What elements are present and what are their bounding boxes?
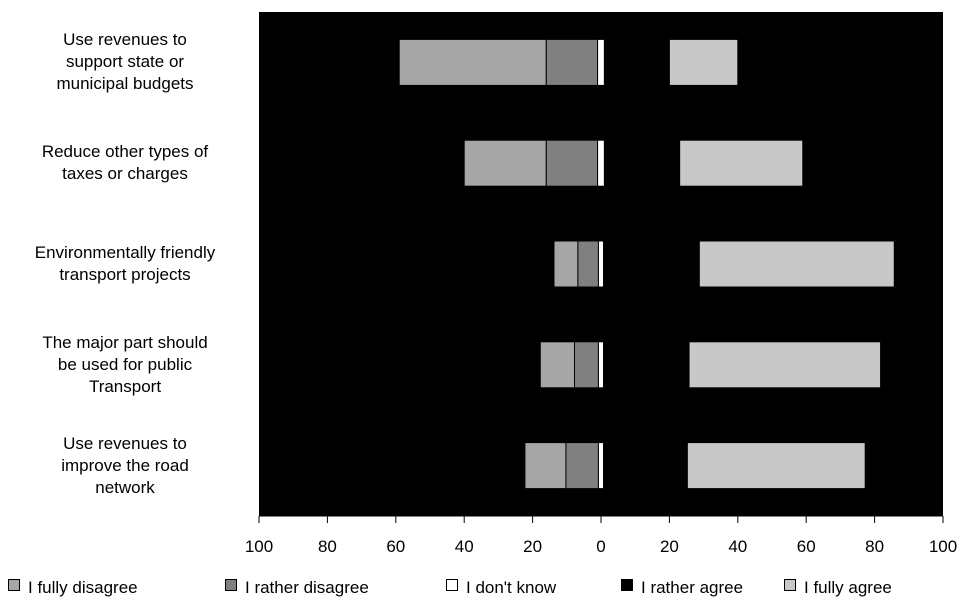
bar-rather-agree <box>603 240 700 288</box>
legend-item: I fully agree <box>784 578 892 598</box>
bar-dont-know <box>597 442 605 490</box>
x-tick-label: 60 <box>797 537 816 556</box>
x-tick-label: 60 <box>386 537 405 556</box>
bar-rather-disagree <box>565 442 599 490</box>
x-tick-label: 80 <box>865 537 884 556</box>
legend-item: I rather agree <box>621 578 743 598</box>
bar-dont-know <box>597 38 605 86</box>
legend-item: I rather disagree <box>225 578 369 598</box>
x-tick-label: 0 <box>596 537 605 556</box>
legend-swatch <box>8 579 20 591</box>
bar-rather-agree <box>603 442 688 490</box>
bar-fully-disagree <box>398 38 547 86</box>
legend: I fully disagree I rather disagree I don't… <box>0 578 967 605</box>
legend-swatch <box>784 579 796 591</box>
category-label: Environmentally friendly transport proje… <box>34 243 216 284</box>
bar-rather-disagree <box>577 240 599 288</box>
x-tick-label: 100 <box>245 537 273 556</box>
bar-rather-disagree <box>573 341 599 389</box>
legend-label: I rather agree <box>641 578 744 597</box>
bar-rather-agree <box>603 341 690 389</box>
bar-fully-disagree <box>539 341 575 389</box>
bar-dont-know <box>597 139 605 187</box>
x-tick-label: 40 <box>728 537 747 556</box>
bar-fully-disagree <box>553 240 579 288</box>
legend-label: I rather disagree <box>245 578 369 597</box>
category-label: Reduce other types of taxes or charges <box>41 142 209 184</box>
x-tick-label: 20 <box>523 537 542 556</box>
category-label: The major part should be used for public… <box>42 332 208 396</box>
legend-swatch <box>446 579 458 591</box>
bar-rather-agree <box>603 139 681 187</box>
bar-fully-agree <box>688 341 882 389</box>
legend-item: I don't know <box>446 578 556 598</box>
diverging-bar-chart: 100 80 60 40 20 0 20 40 60 80 100 <box>245 12 957 556</box>
bar-fully-agree <box>686 442 866 490</box>
legend-swatch <box>225 579 237 591</box>
legend-label: I fully agree <box>804 578 892 597</box>
bar-rather-disagree <box>545 38 599 86</box>
legend-swatch <box>621 579 633 591</box>
bar-rather-agree <box>603 38 670 86</box>
bar-rather-disagree <box>545 139 599 187</box>
bar-fully-agree <box>698 240 895 288</box>
legend-label: I fully disagree <box>28 578 138 597</box>
x-tick-label: 80 <box>318 537 337 556</box>
x-tick-label: 40 <box>455 537 474 556</box>
category-label: Use revenues to support state or municip… <box>56 30 194 94</box>
legend-label: I don't know <box>466 578 557 597</box>
bar-fully-agree <box>668 38 739 86</box>
bar-fully-agree <box>679 139 804 187</box>
legend-item: I fully disagree <box>8 578 138 598</box>
bar-fully-disagree <box>463 139 547 187</box>
x-tick-label: 20 <box>660 537 679 556</box>
x-tick-label: 100 <box>929 537 957 556</box>
bar-fully-disagree <box>524 442 567 490</box>
bar-dont-know <box>597 341 605 389</box>
category-label: Use revenues to improve the road network <box>61 433 189 497</box>
bar-dont-know <box>597 240 605 288</box>
